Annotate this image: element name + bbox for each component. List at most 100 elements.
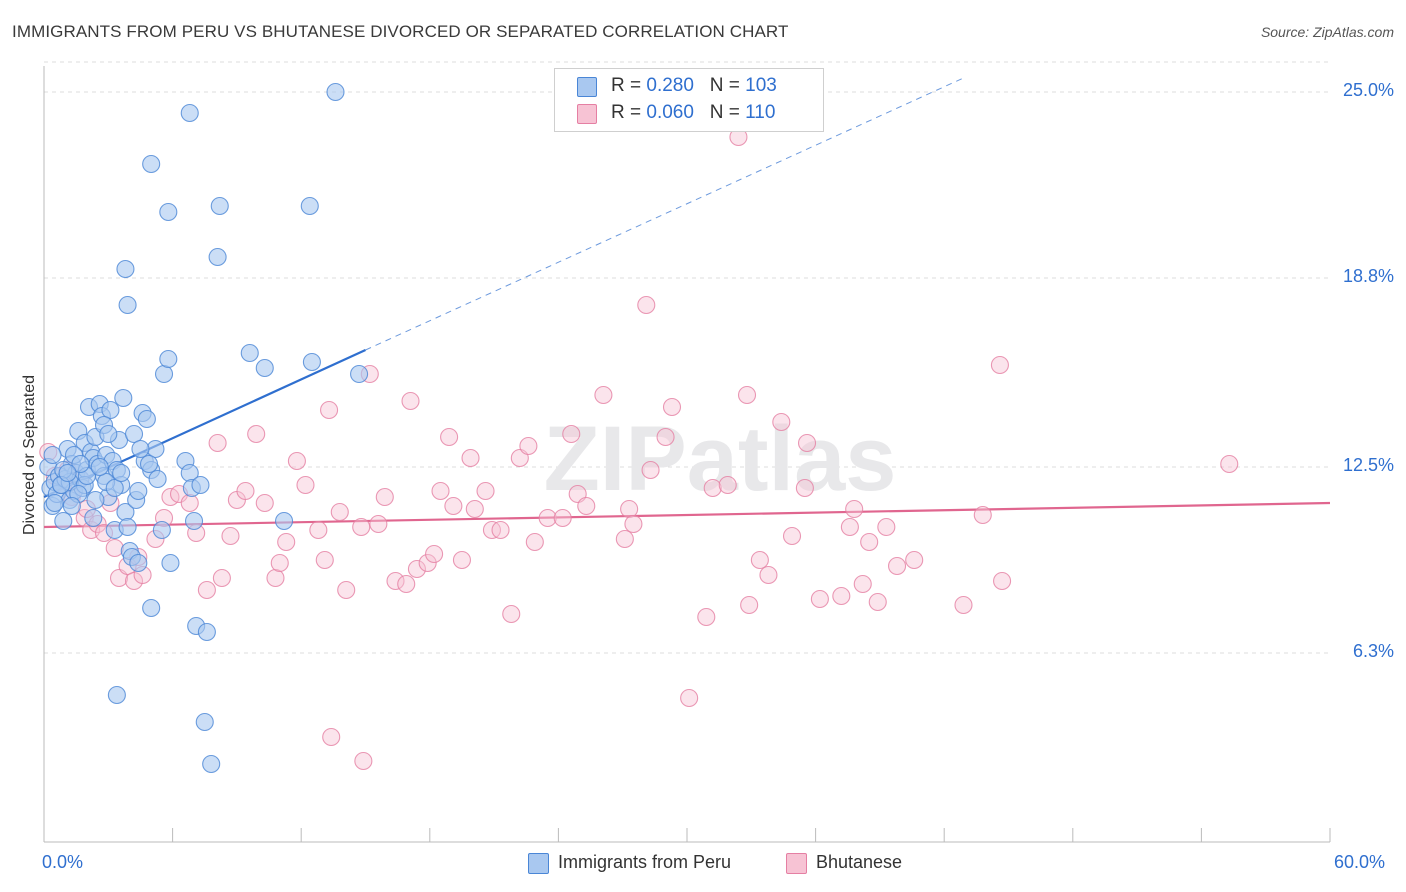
bhutanese-trend-line [43, 501, 1331, 529]
bhutanese-point-55 [452, 550, 472, 570]
peru-point-69 [210, 196, 229, 216]
bhutanese-point-56 [461, 448, 480, 468]
bhutanese-point-37 [309, 520, 328, 540]
peru-point-92 [86, 490, 105, 510]
peru-point-35 [114, 388, 133, 408]
peru-point-68 [180, 103, 199, 123]
bhutanese-point-101 [954, 595, 973, 615]
peru-point-75 [302, 352, 321, 372]
peru-point-50 [154, 364, 174, 384]
legend-swatch-bhutanese [577, 104, 597, 124]
peru-point-61 [195, 712, 214, 732]
legend-n-label: N = [709, 102, 746, 123]
peru-point-48 [148, 469, 167, 489]
bhutanese-point-41 [337, 580, 356, 600]
bhutanese-point-106 [322, 727, 341, 747]
bhutanese-point-57 [465, 499, 484, 519]
bhutanese-point-98 [877, 517, 896, 537]
peru-point-81 [84, 508, 103, 528]
bhutanese-point-87 [772, 412, 791, 432]
bhutanese-point-47 [397, 574, 416, 594]
peru-point-57 [184, 511, 204, 531]
bhutanese-point-50 [418, 553, 437, 573]
bhutanese-point-84 [740, 595, 759, 615]
bhutanese-point-95 [853, 574, 872, 594]
bhutanese-point-60 [491, 520, 510, 540]
bhutanese-point-86 [759, 565, 778, 585]
bhutanese-point-39 [320, 400, 339, 420]
bhutanese-point-77 [662, 397, 682, 417]
bhutanese-point-94 [845, 499, 864, 519]
peru-point-47 [146, 439, 165, 459]
peru-point-88 [90, 457, 109, 477]
peru-point-90 [43, 445, 62, 465]
bhutanese-point-30 [247, 424, 266, 444]
bhutanese-point-54 [444, 496, 463, 516]
peru-point-51 [159, 349, 178, 369]
watermark: ZIPatlas [544, 408, 897, 510]
bhutanese-point-61 [502, 604, 521, 624]
bhutanese-point-97 [868, 592, 887, 612]
peru-point-74 [300, 196, 319, 216]
peru-point-99 [99, 424, 118, 444]
bhutanese-point-89 [795, 478, 814, 498]
bhutanese-point-72 [620, 499, 639, 519]
bhutanese-point-83 [737, 385, 757, 405]
peru-point-95 [58, 463, 77, 483]
bhutanese-point-52 [431, 481, 450, 501]
bhutanese-point-82 [718, 475, 737, 495]
bhutanese-point-88 [782, 526, 802, 546]
peru-point-71 [240, 343, 259, 363]
peru-point-96 [139, 454, 159, 474]
bottom-legend-swatch-peru [528, 853, 549, 874]
bhutanese-point-65 [538, 508, 557, 528]
bhutanese-point-53 [440, 427, 459, 447]
bhutanese-point-24 [197, 580, 216, 600]
bhutanese-point-45 [375, 487, 394, 507]
bhutanese-point-74 [637, 295, 656, 315]
bhutanese-point-79 [697, 607, 716, 627]
y-tick-label: 12.5% [1342, 455, 1394, 475]
peru-point-76 [326, 82, 345, 102]
bhutanese-point-35 [287, 451, 306, 471]
bhutanese-point-33 [270, 553, 289, 573]
peru-point-93 [112, 463, 131, 483]
bhutanese-point-34 [277, 532, 296, 552]
peru-point-49 [152, 520, 171, 540]
bhutanese-point-25 [208, 433, 227, 453]
legend-n-label: N = [709, 75, 746, 96]
bottom-legend-label-bhutanese: Bhutanese [816, 852, 903, 872]
peru-point-100 [129, 553, 148, 573]
legend-n-value-peru: 103 [745, 75, 777, 96]
legend-r-label: R = [611, 102, 647, 123]
peru-point-60 [197, 622, 216, 642]
peru-point-77 [350, 364, 369, 384]
bhutanese-point-100 [905, 550, 924, 570]
peru-point-66 [142, 154, 161, 174]
bhutanese-point-58 [476, 481, 495, 501]
bhutanese-point-96 [860, 532, 879, 552]
peru-point-42 [129, 481, 148, 501]
peru-point-87 [105, 478, 124, 498]
peru-point-58 [191, 475, 210, 495]
bhutanese-point-22 [180, 493, 199, 513]
peru-point-62 [202, 754, 221, 774]
peru-point-86 [71, 454, 90, 474]
legend-r-value-peru: 0.280 [646, 75, 694, 96]
correlation-legend: R = 0.280 N = 103 R = 0.060 N = 110 [554, 68, 824, 132]
peru-point-73 [275, 511, 294, 531]
y-axis-title: Divorced or Separated [21, 374, 38, 536]
bhutanese-point-92 [832, 586, 851, 606]
bhutanese-point-64 [525, 532, 544, 552]
bhutanese-point-80 [703, 478, 722, 498]
peru-point-52 [142, 598, 161, 618]
peru-point-29 [101, 400, 120, 420]
bhutanese-point-73 [624, 514, 643, 534]
bhutanese-point-90 [797, 433, 817, 453]
peru-point-72 [255, 358, 274, 378]
bhutanese-point-51 [425, 544, 444, 564]
bhutanese-point-71 [615, 529, 634, 549]
peru-point-45 [137, 409, 156, 429]
legend-swatch-peru [577, 77, 597, 97]
peru-point-78 [45, 493, 64, 513]
